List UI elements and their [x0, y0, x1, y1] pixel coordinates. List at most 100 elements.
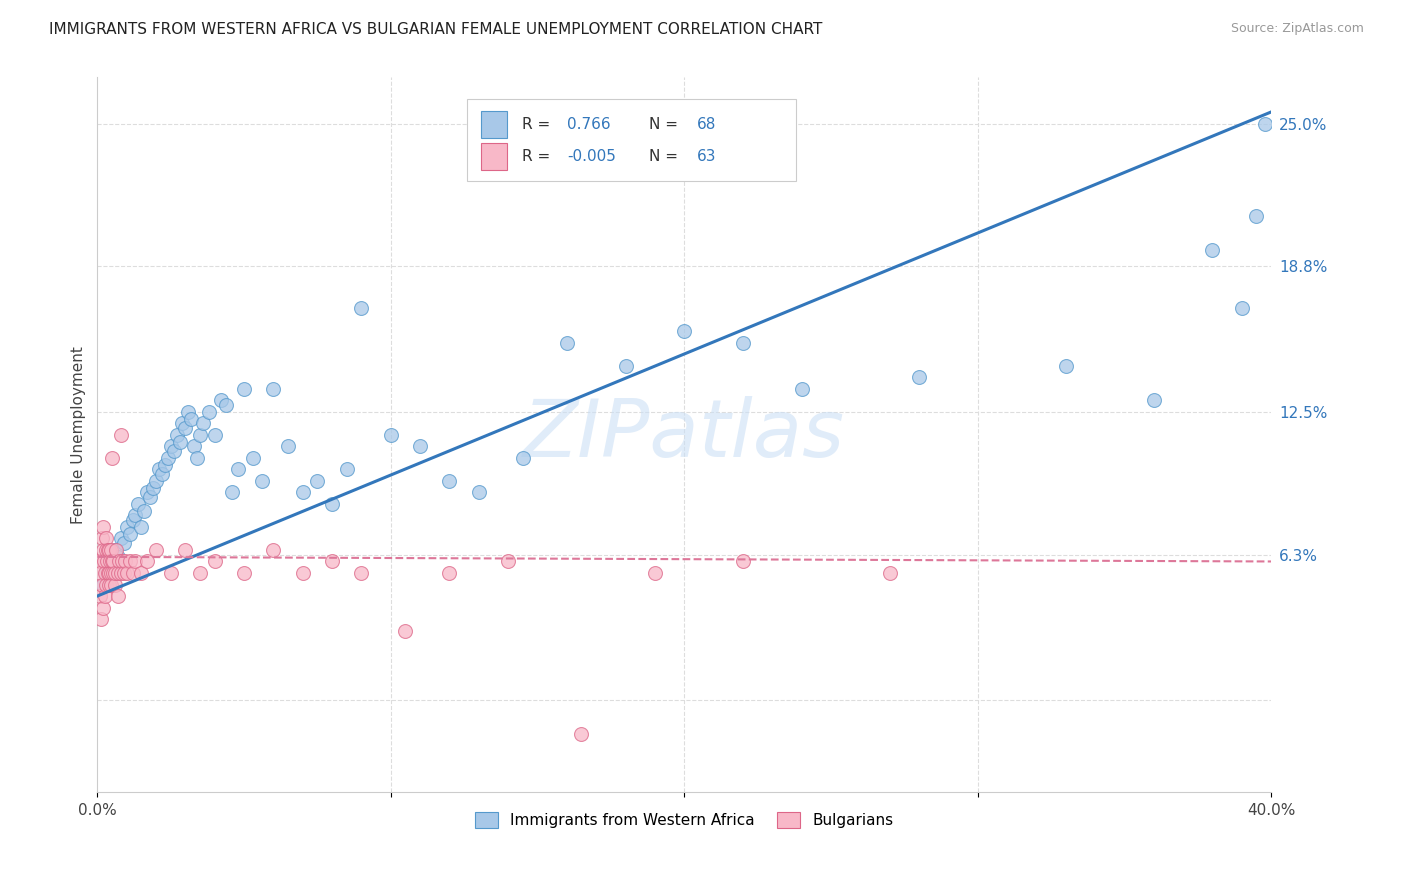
Point [439, 566, 461, 580]
Y-axis label: Female Unemployment: Female Unemployment [72, 346, 86, 524]
Text: 0.0%: 0.0% [77, 804, 117, 819]
Point [1143, 393, 1166, 408]
Point [1201, 244, 1223, 258]
Point [166, 427, 188, 442]
Point [380, 427, 402, 442]
Point [673, 324, 696, 338]
Text: N =: N = [650, 149, 678, 164]
Point [159, 439, 181, 453]
Text: ZIPatlas: ZIPatlas [523, 396, 845, 474]
Point [142, 481, 165, 495]
Point [336, 462, 359, 476]
Point [104, 577, 127, 591]
Point [118, 554, 141, 568]
Point [162, 443, 184, 458]
Point [321, 497, 343, 511]
Point [496, 554, 519, 568]
Text: 68: 68 [697, 117, 717, 132]
Point [159, 566, 181, 580]
Point [250, 474, 273, 488]
Point [150, 467, 173, 481]
Legend: Immigrants from Western Africa, Bulgarians: Immigrants from Western Africa, Bulgaria… [468, 806, 900, 834]
Point [1054, 359, 1077, 373]
Point [262, 382, 284, 396]
Point [93, 589, 115, 603]
Point [97, 543, 120, 558]
Point [291, 566, 314, 580]
Point [124, 508, 146, 523]
Point [307, 474, 329, 488]
Point [1246, 209, 1268, 223]
Point [131, 520, 153, 534]
Text: IMMIGRANTS FROM WESTERN AFRICA VS BULGARIAN FEMALE UNEMPLOYMENT CORRELATION CHAR: IMMIGRANTS FROM WESTERN AFRICA VS BULGAR… [49, 22, 823, 37]
Point [89, 589, 111, 603]
Point [1254, 116, 1277, 130]
Point [87, 554, 110, 568]
Point [136, 554, 159, 568]
Point [105, 543, 128, 558]
Point [134, 504, 156, 518]
Point [468, 485, 491, 500]
Point [221, 485, 243, 500]
Point [409, 439, 432, 453]
Point [180, 411, 202, 425]
Point [1230, 301, 1253, 315]
Point [96, 532, 118, 546]
Point [97, 566, 120, 580]
Point [198, 404, 221, 418]
Point [127, 497, 149, 511]
Point [145, 543, 167, 558]
Point [908, 370, 931, 384]
Point [118, 526, 141, 541]
Point [188, 427, 211, 442]
Point [136, 485, 159, 500]
Point [96, 577, 118, 591]
Point [91, 520, 114, 534]
FancyBboxPatch shape [481, 144, 508, 170]
Point [204, 554, 226, 568]
Point [110, 532, 132, 546]
Point [98, 566, 121, 580]
Point [790, 382, 813, 396]
Point [644, 566, 666, 580]
FancyBboxPatch shape [467, 99, 796, 181]
Text: Source: ZipAtlas.com: Source: ZipAtlas.com [1230, 22, 1364, 36]
Point [93, 566, 115, 580]
Point [350, 566, 373, 580]
Point [188, 566, 211, 580]
Point [107, 566, 129, 580]
Point [91, 577, 114, 591]
Point [174, 421, 197, 435]
FancyBboxPatch shape [481, 111, 508, 138]
Point [614, 359, 637, 373]
Point [131, 566, 153, 580]
Point [571, 727, 593, 741]
Point [439, 474, 461, 488]
Point [101, 450, 124, 465]
Point [115, 520, 138, 534]
Point [731, 554, 754, 568]
Text: -0.005: -0.005 [567, 149, 616, 164]
Point [262, 543, 284, 558]
Point [97, 577, 120, 591]
Point [90, 532, 112, 546]
Point [233, 382, 256, 396]
Point [394, 624, 416, 638]
Point [277, 439, 299, 453]
Text: N =: N = [650, 117, 678, 132]
Point [226, 462, 249, 476]
Point [233, 566, 256, 580]
Point [555, 335, 578, 350]
Point [191, 416, 214, 430]
Point [731, 335, 754, 350]
Point [90, 577, 112, 591]
Point [115, 566, 138, 580]
Point [148, 462, 170, 476]
Point [107, 549, 129, 564]
Point [114, 554, 136, 568]
Point [108, 554, 131, 568]
Point [98, 554, 121, 568]
Point [291, 485, 314, 500]
Point [512, 450, 534, 465]
Point [121, 566, 143, 580]
